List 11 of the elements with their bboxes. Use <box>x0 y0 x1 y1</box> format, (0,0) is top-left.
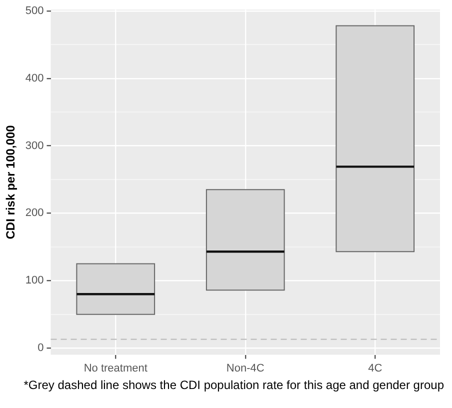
y-tick-label: 200 <box>25 207 44 220</box>
x-tick-label: No treatment <box>84 362 148 374</box>
y-tick-label: 0 <box>38 342 44 354</box>
x-tick-label: 4C <box>368 362 382 374</box>
y-axis-title: CDI risk per 100,000 <box>4 124 18 240</box>
y-tick-label: 100 <box>25 274 44 287</box>
text: *Grey dashed line shows the CDI population rate for this age and gender group <box>22 378 445 392</box>
x-tick-label: Non-4C <box>226 362 264 374</box>
y-tick-label: 300 <box>25 140 44 152</box>
y-tick-label: 400 <box>25 72 44 84</box>
y-tick-label: 500 <box>25 4 44 17</box>
